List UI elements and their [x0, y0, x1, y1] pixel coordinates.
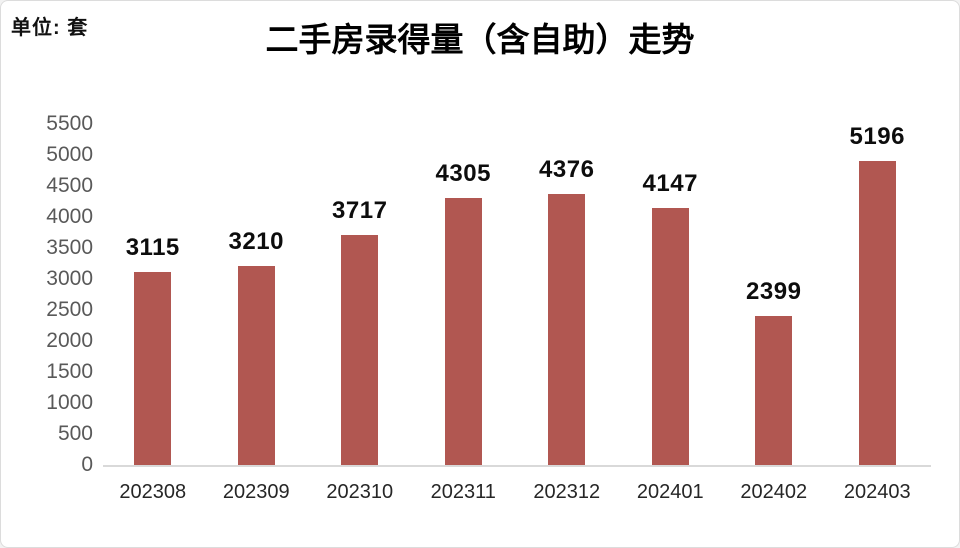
x-axis-line: [103, 465, 931, 467]
x-axis-label: 202403: [843, 481, 911, 503]
bar: [548, 193, 586, 465]
bar-value-label: 3210: [228, 228, 284, 255]
y-axis-tick-label: 1500: [46, 360, 93, 383]
bar-column: 5196 202403: [826, 123, 930, 504]
bar: [651, 207, 689, 465]
y-axis-tick-label: 4000: [46, 205, 93, 228]
y-axis-tick-label: 1000: [46, 391, 93, 414]
y-axis-tick-label: 4500: [46, 174, 93, 197]
bar: [237, 266, 275, 465]
bar: [134, 271, 172, 465]
bar-column: 2399 202402: [722, 124, 826, 503]
bar-value-label: 4376: [539, 155, 595, 183]
bar: [341, 234, 379, 465]
bar-value-label: 5196: [849, 123, 905, 150]
y-axis: 0 500 1000 1500 2000 2500 3000 3500 4000 4500 5000…: [1, 1, 93, 547]
x-axis-label: 202309: [222, 481, 290, 503]
x-axis-label: 202401: [636, 481, 704, 503]
bar-value-label: 4147: [642, 169, 698, 197]
x-axis-label: 202402: [740, 481, 808, 503]
unit-label: 单位: 套: [11, 17, 89, 39]
y-axis-tick-label: 3000: [46, 267, 93, 290]
bar-column: 4147 202401: [619, 124, 723, 503]
x-axis-label: 202312: [533, 481, 601, 503]
y-axis-tick-label: 3500: [46, 236, 93, 259]
y-axis-tick-label: 0: [81, 453, 93, 476]
bars-area: 3115 202308 3210 202309 3717 202310 4305 202311…: [101, 123, 930, 504]
bar-value-label: 4305: [435, 160, 491, 188]
bar-column: 4376 202312: [515, 124, 619, 503]
bar-value-label: 3717: [332, 196, 388, 224]
x-axis-label: 202311: [430, 481, 496, 503]
bar-column: 3115 202308: [101, 124, 205, 503]
bar: [755, 316, 793, 465]
y-axis-tick-label: 2000: [46, 329, 93, 352]
bar-column: 3210 202309: [205, 124, 309, 504]
x-axis-label: 202310: [326, 481, 394, 503]
bar-value-label: 2399: [746, 278, 802, 306]
bar-column: 4305 202311: [412, 124, 516, 503]
y-axis-tick-label: 5500: [46, 112, 93, 135]
bar-column: 3717 202310: [308, 124, 412, 503]
y-axis-tick-label: 5000: [46, 143, 93, 166]
y-axis-tick-label: 2500: [46, 298, 93, 321]
bar: [444, 198, 482, 465]
chart-title: 二手房录得量（含自助）走势: [265, 20, 695, 59]
y-axis-tick-label: 500: [57, 422, 93, 445]
x-axis-label: 202308: [119, 481, 187, 503]
bar: [858, 161, 896, 465]
bar-value-label: 3115: [125, 233, 180, 261]
